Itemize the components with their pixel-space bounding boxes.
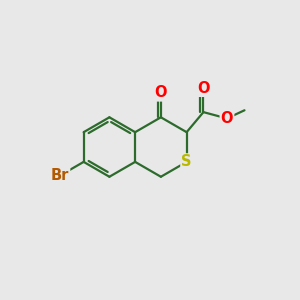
Text: S: S [182,154,192,169]
Text: Br: Br [51,168,69,183]
Text: O: O [154,85,167,100]
Text: O: O [197,81,210,96]
Text: O: O [221,111,233,126]
